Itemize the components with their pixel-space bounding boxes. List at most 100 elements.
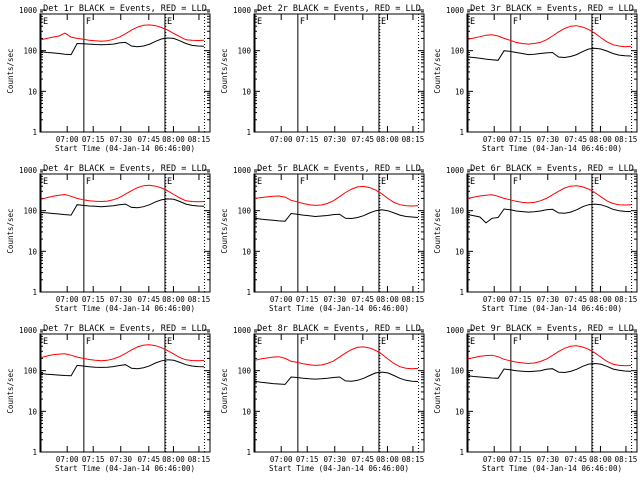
events-rate-line: [40, 37, 205, 56]
x-tick-label: 07:45: [138, 295, 161, 304]
y-tick-label: 1: [32, 288, 37, 297]
detector-panel-1: Det 1r BLACK = Events, RED = LLD 1 10 100 10…: [6, 4, 211, 153]
y-tick-label: 100: [450, 367, 464, 376]
x-tick-label: 07:00: [483, 455, 506, 464]
x-tick-label: 07:30: [323, 135, 346, 144]
lld-rate-line: [40, 184, 205, 203]
x-tick-label: 07:15: [82, 295, 105, 304]
plot-frame: [39, 333, 211, 453]
x-tick-label: 07:45: [565, 455, 588, 464]
events-rate-line: [40, 198, 205, 216]
x-tick-label: 08:00: [376, 455, 399, 464]
detector-panel-5: Det 5r BLACK = Events, RED = LLD 1 10 100 10…: [220, 164, 425, 313]
y-tick-label: 10: [455, 247, 465, 256]
y-tick-label: 10: [242, 247, 252, 256]
x-tick-label: 07:00: [270, 295, 293, 304]
y-tick-label: 100: [237, 367, 251, 376]
x-tick-label: 07:30: [536, 135, 559, 144]
lld-rate-line: [40, 344, 205, 362]
y-tick-label: 10: [455, 407, 465, 416]
x-tick-label: 07:45: [565, 295, 588, 304]
plot-frame: [466, 333, 638, 453]
event-marker-label: E: [470, 337, 475, 347]
y-tick-label: 1000: [446, 6, 465, 15]
event-marker-label: E: [470, 177, 475, 187]
x-tick-label: 07:30: [109, 455, 132, 464]
event-marker-label: E: [381, 17, 386, 27]
detector-panel-7: Det 7r BLACK = Events, RED = LLD 1 10 100 10…: [6, 324, 211, 473]
x-axis-label: Start Time (04-Jan-14 06:46:00): [55, 464, 195, 473]
x-tick-label: 07:15: [509, 455, 532, 464]
event-marker-label: E: [381, 337, 386, 347]
x-tick-label: 07:45: [138, 135, 161, 144]
x-tick-label: 07:00: [56, 455, 79, 464]
x-axis-label: Start Time (04-Jan-14 06:46:00): [269, 304, 409, 313]
event-marker-label: E: [257, 337, 262, 347]
event-marker-label: F: [513, 337, 518, 347]
event-marker-label: F: [300, 177, 305, 187]
event-marker-label: E: [381, 177, 386, 187]
panel-title: Det 7r BLACK = Events, RED = LLD: [43, 324, 207, 334]
y-tick-label: 100: [237, 207, 251, 216]
plot-frame: [466, 13, 638, 133]
x-axis-label: Start Time (04-Jan-14 06:46:00): [482, 464, 622, 473]
y-tick-label: 100: [23, 367, 37, 376]
plot-frame: [39, 173, 211, 293]
y-axis-label: Counts/sec: [220, 208, 229, 253]
y-tick-label: 1: [32, 128, 37, 137]
x-tick-label: 07:00: [56, 295, 79, 304]
x-tick-label: 08:00: [162, 455, 185, 464]
x-tick-label: 08:15: [615, 455, 638, 464]
event-marker-label: E: [594, 17, 599, 27]
events-rate-line: [467, 47, 632, 61]
events-rate-line: [467, 362, 632, 379]
events-rate-line: [40, 359, 205, 377]
detector-panel-4: Det 4r BLACK = Events, RED = LLD 1 10 100 10…: [6, 164, 211, 313]
plot-frame: [253, 173, 425, 293]
x-axis-label: Start Time (04-Jan-14 06:46:00): [55, 144, 195, 153]
y-tick-label: 10: [242, 87, 252, 96]
lld-rate-line: [467, 25, 632, 48]
y-axis-label: Counts/sec: [220, 368, 229, 413]
x-tick-label: 07:30: [536, 455, 559, 464]
y-tick-label: 1000: [233, 326, 252, 335]
x-tick-label: 07:45: [138, 455, 161, 464]
event-marker-label: F: [86, 337, 91, 347]
x-tick-label: 08:15: [615, 135, 638, 144]
x-tick-label: 08:15: [402, 135, 425, 144]
y-tick-label: 1: [32, 448, 37, 457]
x-tick-label: 07:15: [82, 455, 105, 464]
panel-title: Det 6r BLACK = Events, RED = LLD: [470, 164, 634, 174]
x-tick-label: 07:00: [270, 455, 293, 464]
event-marker-label: E: [167, 177, 172, 187]
x-tick-label: 07:15: [509, 135, 532, 144]
x-tick-label: 07:15: [296, 295, 319, 304]
x-tick-label: 08:00: [376, 135, 399, 144]
event-marker-label: E: [594, 337, 599, 347]
plot-frame: [253, 333, 425, 453]
lld-rate-line: [254, 185, 419, 207]
x-tick-label: 07:15: [296, 455, 319, 464]
x-tick-label: 08:15: [615, 295, 638, 304]
panel-title: Det 3r BLACK = Events, RED = LLD: [470, 4, 634, 14]
y-axis-label: Counts/sec: [433, 48, 442, 93]
y-axis-label: Counts/sec: [6, 208, 15, 253]
x-tick-label: 07:30: [109, 135, 132, 144]
x-tick-label: 07:45: [352, 455, 375, 464]
y-tick-label: 10: [242, 407, 252, 416]
x-tick-label: 08:15: [402, 455, 425, 464]
y-tick-label: 1000: [19, 166, 38, 175]
x-tick-label: 07:30: [323, 295, 346, 304]
y-tick-label: 10: [28, 247, 38, 256]
x-tick-label: 07:45: [352, 135, 375, 144]
event-marker-label: F: [86, 17, 91, 27]
lld-rate-line: [467, 185, 632, 206]
x-axis-label: Start Time (04-Jan-14 06:46:00): [269, 464, 409, 473]
event-marker-label: E: [43, 177, 48, 187]
panel-title: Det 9r BLACK = Events, RED = LLD: [470, 324, 634, 334]
x-tick-label: 07:45: [565, 135, 588, 144]
y-tick-label: 10: [28, 407, 38, 416]
y-tick-label: 100: [23, 47, 37, 56]
y-tick-label: 100: [450, 207, 464, 216]
